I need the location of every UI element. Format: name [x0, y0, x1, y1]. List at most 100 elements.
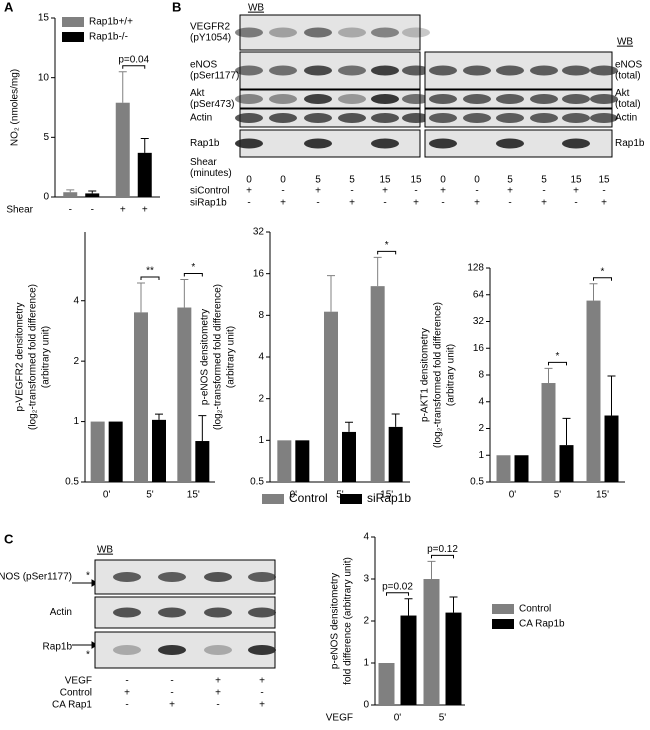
significance-label: *	[601, 266, 605, 277]
blot-header: WB	[617, 37, 633, 48]
condition-label: VEGF	[65, 676, 92, 687]
y-tick-label: 16	[253, 268, 265, 279]
blot-band	[402, 65, 430, 76]
blot-header: WB	[248, 3, 264, 14]
blot-label: (pSer1177)	[190, 71, 239, 82]
x-tick-label: -	[91, 205, 94, 216]
y-tick-label: 64	[473, 289, 485, 300]
significance-label: **	[146, 266, 154, 277]
condition-value: +	[440, 186, 446, 197]
blot-band	[371, 65, 399, 76]
blot-label: Rap1b	[615, 138, 645, 149]
blot-band	[463, 94, 491, 104]
blot-band	[338, 94, 366, 104]
legend-label: Rap1b+/+	[89, 17, 133, 28]
condition-value: +	[259, 676, 265, 687]
blot-label: Akt	[190, 88, 205, 99]
blot-band	[304, 65, 332, 76]
condition-label: (minutes)	[190, 168, 232, 179]
significance-label: p=0.02	[382, 581, 413, 592]
legend-swatch	[62, 32, 84, 42]
bar	[400, 615, 417, 705]
significance-bracket	[140, 276, 160, 281]
blot-band	[304, 138, 332, 149]
condition-value: +	[215, 676, 221, 687]
blot-band	[371, 138, 399, 149]
blot-band	[590, 113, 618, 123]
y-tick-label: 8	[478, 370, 484, 381]
blot-band	[204, 572, 232, 582]
y-axis-label: p-eNOS densitometry	[200, 309, 211, 405]
legend-swatch	[340, 494, 362, 504]
condition-value: +	[541, 198, 547, 209]
error-bar	[562, 417, 571, 446]
bar	[370, 286, 385, 482]
y-tick-label: 2	[258, 393, 264, 404]
y-tick-label: 1	[73, 416, 79, 427]
x-tick-label: +	[142, 205, 148, 216]
x-tick-label: 0'	[394, 713, 402, 724]
condition-value: 0	[440, 175, 446, 186]
blot-band	[402, 94, 430, 104]
blot-band	[429, 138, 457, 149]
panel-label: B	[172, 0, 181, 14]
significance-bracket	[593, 277, 612, 281]
significance-label: *	[191, 262, 195, 273]
blot-band	[402, 27, 430, 38]
x-tick-label: -	[69, 205, 72, 216]
condition-value: +	[413, 198, 419, 209]
condition-value: +	[474, 198, 480, 209]
condition-value: -	[170, 688, 173, 699]
condition-value: -	[414, 186, 417, 197]
condition-value: -	[383, 198, 386, 209]
condition-value: -	[281, 186, 284, 197]
bar	[90, 421, 105, 482]
condition-value: 15	[410, 175, 422, 186]
y-axis-label: (arbitrary unit)	[446, 344, 457, 406]
x-tick-label: +	[120, 205, 126, 216]
blot-band	[269, 65, 297, 76]
blot-band	[338, 113, 366, 123]
blot-header: WB	[97, 545, 113, 556]
blot-band	[338, 27, 366, 38]
blot-band	[496, 94, 524, 104]
condition-value: +	[507, 186, 513, 197]
condition-value: 0	[474, 175, 480, 186]
blot-band	[158, 607, 186, 618]
y-tick-label: 1	[478, 450, 484, 461]
significance-label: *	[556, 351, 560, 362]
y-tick-label: 0	[363, 700, 369, 711]
legend-label: siRap1b	[367, 491, 411, 505]
y-axis-label: (arbitrary unit)	[41, 326, 52, 388]
blot-band	[269, 113, 297, 123]
blot-label: Actin	[615, 113, 637, 124]
blot-band	[235, 138, 263, 149]
y-tick-label: 10	[38, 72, 50, 83]
blot-band	[235, 113, 263, 123]
legend-label: Control	[519, 604, 551, 615]
error-bar	[373, 256, 382, 287]
condition-label: CA Rap1	[52, 700, 92, 711]
blot-label: Actin	[190, 113, 212, 124]
condition-value: -	[125, 700, 128, 711]
x-axis-label: Shear	[6, 205, 33, 216]
condition-value: +	[280, 198, 286, 209]
condition-value: -	[508, 198, 511, 209]
y-tick-label: 16	[473, 343, 485, 354]
blot-band	[304, 27, 332, 38]
bar	[134, 312, 148, 482]
x-tick-label: 5'	[146, 490, 154, 501]
panel-label: A	[4, 0, 14, 14]
y-axis-label: (arbitrary unit)	[226, 326, 237, 388]
y-axis-label: fold difference (arbitrary unit)	[343, 557, 354, 685]
y-tick-label: 32	[253, 227, 265, 238]
error-bar	[137, 282, 145, 313]
legend-label: Control	[289, 491, 328, 505]
error-bar	[155, 413, 163, 420]
error-bar	[589, 283, 598, 301]
bar	[295, 440, 310, 482]
bar	[604, 415, 619, 482]
condition-value: -	[125, 676, 128, 687]
blot-band	[113, 645, 141, 655]
